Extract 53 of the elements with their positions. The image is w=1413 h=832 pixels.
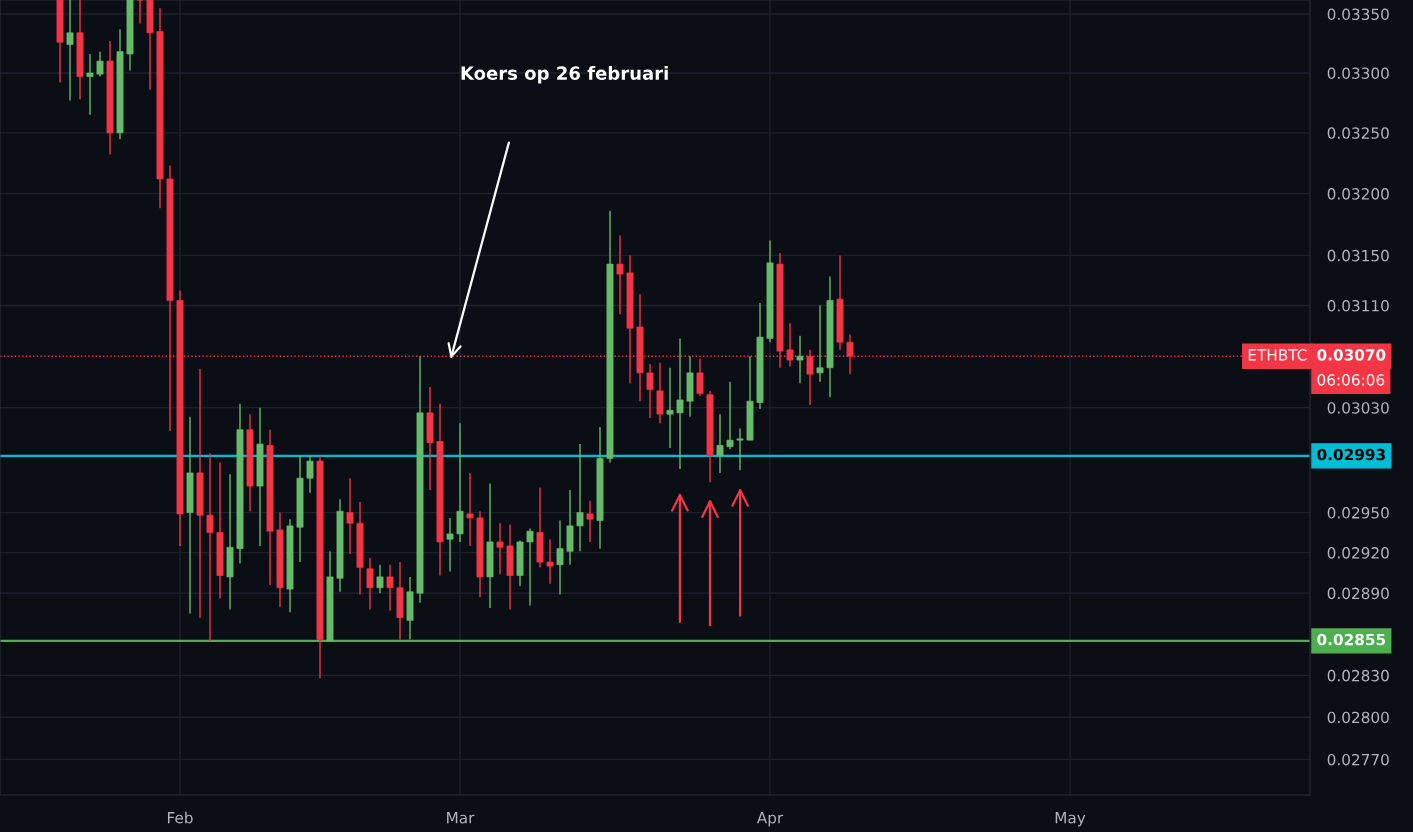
ref-line-label: 0.02855 [1317,633,1386,646]
candlestick [96,50,104,78]
candlestick [306,455,314,494]
text: 06:06:06 [1317,374,1385,386]
candlestick [696,358,704,397]
ref-line-label: 0.02993 [1317,448,1385,461]
candlestick [136,0,144,25]
y-tick-label: 0.03300 [1327,67,1389,79]
candlestick [676,337,684,470]
y-tick-label: 0.03030 [1327,402,1389,414]
candlestick [66,0,74,102]
x-tick-label: May [1055,812,1086,827]
candlestick [556,519,564,596]
candlestick [346,477,354,555]
y-tick-label: 0.02950 [1327,507,1389,519]
candlestick [666,367,674,449]
candlestick [456,422,464,543]
candlestick [546,538,554,585]
candlestick [646,363,654,419]
candlestick [816,304,824,383]
candlestick [446,517,454,573]
candlestick [86,53,94,116]
candlestick [656,361,664,424]
y-tick-label: 0.03350 [1327,8,1389,21]
candlestick [526,527,534,607]
y-tick-label: 0.02890 [1327,587,1389,600]
candlestick [616,234,624,316]
y-tick-label: 0.03110 [1327,299,1389,312]
x-tick-label: Apr [756,812,784,827]
y-tick-label: 0.02770 [1327,753,1389,766]
y-tick-label: 0.02800 [1327,711,1389,724]
y-tick-label: 0.03250 [1327,127,1389,139]
candlestick [206,452,214,642]
x-tick-label: Feb [167,811,193,824]
candlestick [726,381,734,450]
candlestick [466,472,474,547]
annotation: ETHBTC [1248,349,1307,361]
candlestick [586,499,594,543]
y-tick-label: 0.03200 [1327,188,1389,200]
candlestick [736,427,744,471]
y-tick-label: 0.02920 [1327,547,1389,559]
candlestick [376,564,384,594]
y-tick-label: 0.03150 [1327,249,1389,262]
candlestick [386,564,394,612]
candlestick [496,522,504,575]
x-tick-label: Mar [447,812,475,824]
candlestick [366,557,374,611]
y-tick-label: 0.02830 [1327,669,1389,682]
candlestick [576,443,584,553]
candlestick [796,335,804,384]
ref-line-label: 0.03070 [1317,349,1386,361]
annotation: Koers op 26 februari [461,65,668,84]
candlestick [716,413,724,474]
